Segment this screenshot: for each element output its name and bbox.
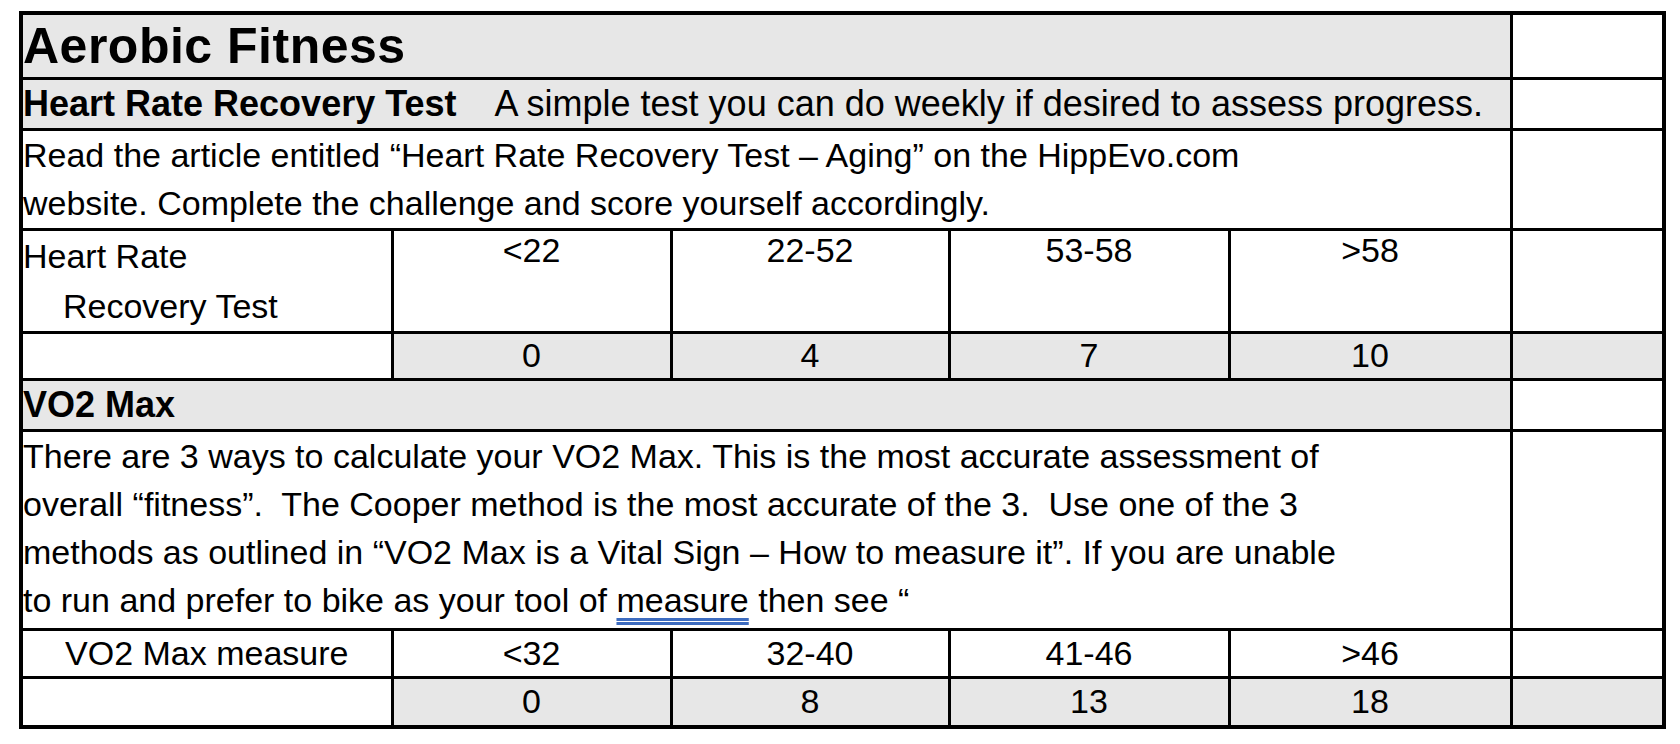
- empty-cell: [1511, 13, 1664, 78]
- table-row-vo2-ranges: VO2 Max measure <32 32-40 41-46 >46: [21, 629, 1664, 677]
- table-row-hrr-heading: Heart Rate Recovery Test A simple test yo…: [21, 78, 1664, 129]
- vo2-range-1: <32: [392, 629, 671, 677]
- vo2-line4-pre: to run and prefer to bike as your tool o…: [23, 581, 616, 619]
- table-row-vo2-heading: VO2 Max: [21, 379, 1664, 430]
- hrr-score-3: 7: [949, 332, 1229, 379]
- vo2-range-3: 41-46: [949, 629, 1229, 677]
- hrr-row-label-cell: Heart Rate Recovery Test: [21, 229, 392, 332]
- hrr-range-2: 22-52: [671, 229, 949, 332]
- hrr-score-4: 10: [1229, 332, 1511, 379]
- hrr-range-4: >58: [1229, 229, 1511, 332]
- vo2-row-label: VO2 Max measure: [21, 629, 392, 677]
- hrr-heading-cell: Heart Rate Recovery Test A simple test yo…: [21, 78, 1511, 129]
- hrr-row-label-line2: Recovery Test: [23, 281, 391, 331]
- hrr-row-label-line1: Heart Rate: [23, 231, 391, 281]
- vo2-description-line-1: There are 3 ways to calculate your VO2 M…: [23, 432, 1510, 480]
- vo2-score-4: 18: [1229, 677, 1511, 727]
- empty-cell: [1511, 677, 1664, 727]
- empty-cell: [1511, 379, 1664, 430]
- vo2-range-2: 32-40: [671, 629, 949, 677]
- vo2-range-4: >46: [1229, 629, 1511, 677]
- table-row-title: Aerobic Fitness: [21, 13, 1664, 78]
- hrr-instructions-line-1: Read the article entitled “Heart Rate Re…: [23, 131, 1510, 179]
- empty-cell: [1511, 430, 1664, 629]
- vo2-line4-post: then see “: [749, 581, 910, 619]
- page-title: Aerobic Fitness: [21, 13, 1511, 78]
- vo2-description-line-3: methods as outlined in “VO2 Max is a Vit…: [23, 528, 1510, 576]
- table-row-hrr-scores: 0 4 7 10: [21, 332, 1664, 379]
- hrr-range-3: 53-58: [949, 229, 1229, 332]
- vo2-score-3: 13: [949, 677, 1229, 727]
- table-row-hrr-instructions: Read the article entitled “Heart Rate Re…: [21, 129, 1664, 229]
- hrr-instructions-line-2: website. Complete the challenge and scor…: [23, 179, 1510, 227]
- aerobic-fitness-table: Aerobic Fitness Heart Rate Recovery Test…: [19, 11, 1666, 729]
- empty-cell: [1511, 129, 1664, 229]
- vo2-description-cell: There are 3 ways to calculate your VO2 M…: [21, 430, 1511, 629]
- table-row-vo2-scores: 0 8 13 18: [21, 677, 1664, 727]
- empty-cell: [1511, 78, 1664, 129]
- table-row-vo2-description: There are 3 ways to calculate your VO2 M…: [21, 430, 1664, 629]
- vo2-description-line-4: to run and prefer to bike as your tool o…: [23, 576, 1510, 624]
- empty-cell: [1511, 629, 1664, 677]
- hrr-range-1: <22: [392, 229, 671, 332]
- vo2-heading: VO2 Max: [21, 379, 1511, 430]
- hrr-score-2: 4: [671, 332, 949, 379]
- table-row-hrr-ranges: Heart Rate Recovery Test <22 22-52 53-58…: [21, 229, 1664, 332]
- empty-cell: [1511, 229, 1664, 332]
- vo2-score-2: 8: [671, 677, 949, 727]
- hrr-heading-bold: Heart Rate Recovery Test: [23, 83, 457, 124]
- hrr-score-1: 0: [392, 332, 671, 379]
- vo2-score-1: 0: [392, 677, 671, 727]
- hrr-heading-rest: A simple test you can do weekly if desir…: [495, 83, 1483, 124]
- hrr-instructions-cell: Read the article entitled “Heart Rate Re…: [21, 129, 1511, 229]
- empty-cell: [21, 332, 392, 379]
- document-page: Aerobic Fitness Heart Rate Recovery Test…: [0, 0, 1680, 744]
- vo2-line4-grammar-underlined-word: measure: [616, 581, 748, 619]
- vo2-description-line-2: overall “fitness”. The Cooper method is …: [23, 480, 1510, 528]
- empty-cell: [21, 677, 392, 727]
- empty-cell: [1511, 332, 1664, 379]
